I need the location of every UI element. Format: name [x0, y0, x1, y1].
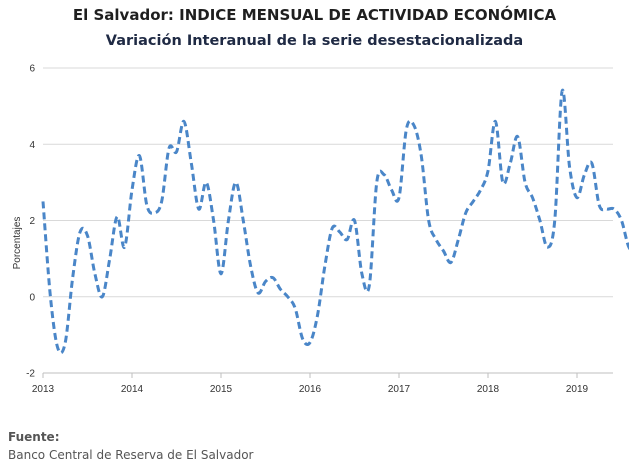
- x-tick-label: 2014: [121, 384, 144, 395]
- y-tick-label: 2: [29, 216, 35, 227]
- chart-title: El Salvador: INDICE MENSUAL DE ACTIVIDAD…: [72, 6, 557, 24]
- y-tick-label: 6: [29, 64, 35, 75]
- y-tick-label: 0: [29, 292, 35, 303]
- source-label: Fuente:: [8, 430, 60, 444]
- y-tick-labels: -2 0 2 4 6: [26, 64, 35, 380]
- x-tick-label: 2019: [566, 384, 589, 395]
- grid-lines: [43, 67, 613, 374]
- x-tick-label: 2017: [388, 384, 411, 395]
- y-axis-label: Porcentajes: [12, 217, 23, 270]
- chart-subtitle: Variación Interanual de la serie desesta…: [105, 33, 524, 49]
- line-chart: -2 0 2 4 6 2013 2014 2015 2016 2017 2018 2019 Porc…: [12, 64, 629, 395]
- x-tick-label: 2015: [210, 384, 233, 395]
- series-line: [41, 88, 629, 355]
- x-tick-labels: 2013 2014 2015 2016 2017 2018 2019: [32, 373, 589, 395]
- source-text: Banco Central de Reserva de El Salvador: [8, 448, 254, 462]
- x-tick-label: 2013: [32, 384, 55, 395]
- x-tick-label: 2016: [299, 384, 322, 395]
- y-tick-label: 4: [29, 140, 35, 151]
- x-tick-label: 2018: [477, 384, 500, 395]
- y-tick-label: -2: [26, 369, 35, 380]
